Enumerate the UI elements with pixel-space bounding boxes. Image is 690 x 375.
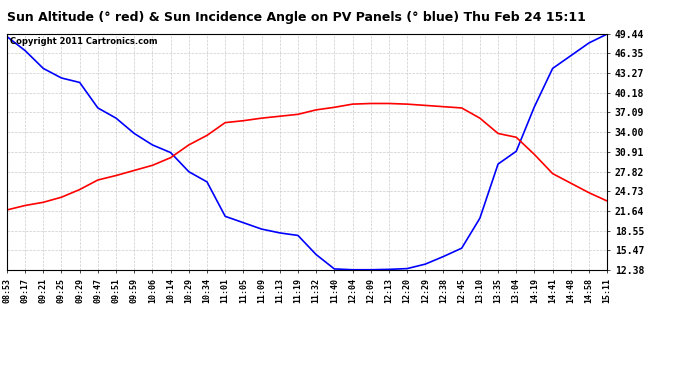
Text: Copyright 2011 Cartronics.com: Copyright 2011 Cartronics.com [10, 37, 157, 46]
Text: Sun Altitude (° red) & Sun Incidence Angle on PV Panels (° blue) Thu Feb 24 15:1: Sun Altitude (° red) & Sun Incidence Ang… [7, 11, 586, 24]
